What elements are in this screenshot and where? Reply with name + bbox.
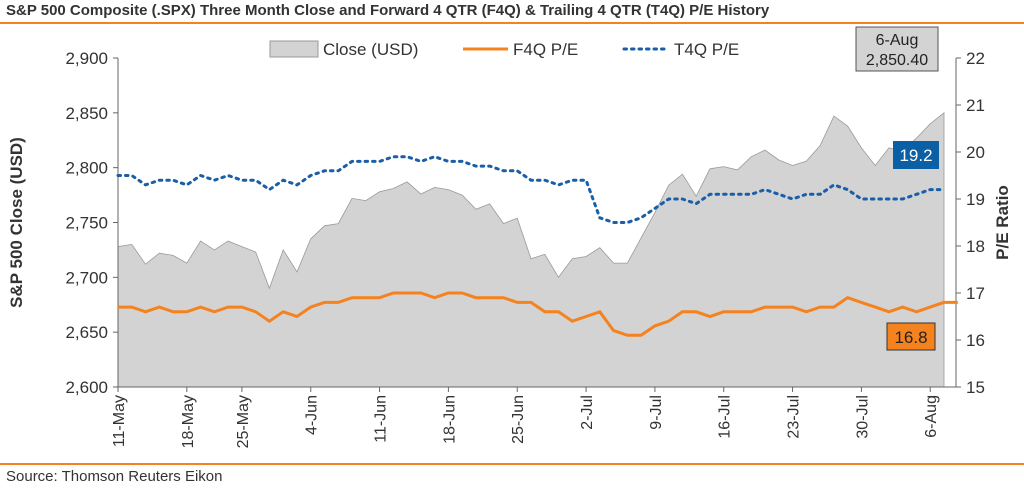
x-tick-label: 16-Jul [717,395,734,439]
y-tick-label: 2,850 [65,104,108,123]
axes-layer: 2,600 2,650 2,700 2,750 2,800 2,850 2,900 15 16 1… [7,49,1012,448]
area-layer [117,111,945,388]
x-tick-label: 2-Jul [579,395,596,430]
source-note: Source: Thomson Reuters Eikon [6,468,223,485]
x-tick-label: 9-Jul [648,395,665,430]
x-tick-label: 11-Jun [373,395,390,443]
y-tick-label: 2,750 [65,214,108,233]
f4q-last-value: 16.8 [894,328,927,347]
x-tick-label: 25-May [235,395,252,448]
x-tick-label: 11-May [111,395,128,447]
legend-f4q-label: F4Q P/E [513,40,578,59]
y2-tick-label: 16 [966,331,985,350]
y2-tick-label: 19 [966,190,985,209]
legend-close-swatch [269,40,319,58]
x-tick-label: 6-Aug [923,395,940,438]
bottom-rule [0,463,1024,465]
last-close-label: 2,850.40 [866,52,928,69]
labels-layer: 6-Aug 2,850.40 19.2 16.8 [855,26,939,351]
x-tick-label: 4-Jun [304,395,321,435]
y2-tick-label: 15 [966,378,985,397]
x-tick-label: 30-Jul [854,395,871,439]
top-rule [0,22,1024,24]
y-tick-label: 2,600 [65,378,108,397]
last-close-box [855,26,939,72]
y-axis-title: S&P 500 Close (USD) [7,137,26,308]
x-tick-label: 23-Jul [786,395,803,439]
f4q-last-badge [886,322,936,351]
y2-tick-label: 21 [966,96,985,115]
chart-title: S&P 500 Composite (.SPX) Three Month Clo… [6,2,770,19]
t4q-last-badge [893,141,939,169]
x-tick-label: 18-Jun [441,395,458,444]
y2-tick-label: 22 [966,49,985,68]
x-tick-label: 18-May [180,395,197,448]
legend-close-label: Close (USD) [323,40,418,59]
y2-tick-label: 17 [966,284,985,303]
close-area [117,111,945,388]
legend-t4q-label: T4Q P/E [674,40,739,59]
legend: Close (USD) F4Q P/E T4Q P/E [269,40,739,59]
y-tick-label: 2,700 [65,268,108,287]
y-tick-label: 2,800 [65,159,108,178]
y-tick-label: 2,650 [65,323,108,342]
y-tick-label: 2,900 [65,49,108,68]
last-date-label: 6-Aug [876,32,919,49]
f4q-pe-line [118,291,958,337]
y2-tick-label: 20 [966,143,985,162]
y2-tick-label: 18 [966,237,985,256]
lines-layer [116,155,958,337]
x-tick-label: 25-Jun [510,395,527,444]
t4q-last-value: 19.2 [899,146,932,165]
t4q-pe-line [116,155,946,224]
y2-axis-title: P/E Ratio [993,185,1012,260]
